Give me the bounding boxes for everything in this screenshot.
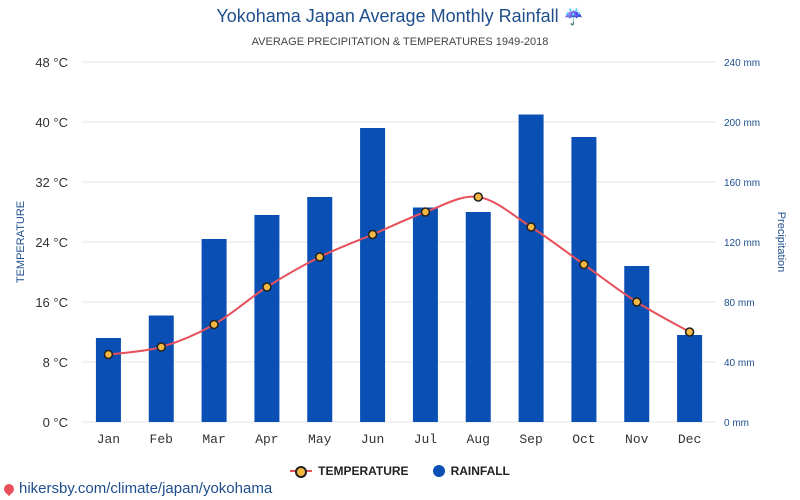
temperature-point (262, 282, 272, 292)
location-pin-icon (1, 481, 17, 496)
temperature-point (631, 297, 642, 307)
left-axis-title: TEMPERATURE (15, 201, 27, 283)
legend-temperature-label: TEMPERATURE (318, 464, 409, 478)
right-tick-label: 80 mm (724, 298, 755, 309)
x-tick-label: Dec (678, 432, 701, 447)
x-tick-label: Nov (625, 432, 649, 447)
left-tick-label: 0 °C (43, 415, 68, 430)
x-tick-label: Feb (150, 432, 173, 447)
x-tick-label: Aug (467, 432, 490, 447)
right-tick-label: 240 mm (724, 58, 760, 69)
rainfall-bar (465, 212, 491, 422)
left-tick-label: 24 °C (35, 235, 68, 250)
x-tick-label: Jul (414, 432, 438, 447)
umbrella-icon: ☔ (563, 9, 584, 26)
temperature-point (420, 207, 431, 217)
rainfall-bar (518, 114, 544, 422)
left-tick-label: 48 °C (35, 55, 68, 70)
temperature-point (684, 327, 695, 337)
rainfall-bar (307, 197, 333, 422)
right-tick-label: 120 mm (724, 238, 760, 249)
x-tick-label: Jan (97, 432, 120, 447)
chart-title-text: Yokohama Japan Average Monthly Rainfall (216, 6, 559, 26)
temperature-point (156, 342, 167, 352)
right-axis-title: Precipitation (775, 212, 787, 273)
x-tick-label: Jun (361, 432, 384, 447)
temperature-point (579, 259, 589, 270)
temperature-point (314, 252, 325, 262)
temperature-point (209, 319, 219, 330)
rainfall-temperature-chart: 0 °C 8 °C 16 °C 24 °C 32 °C 40 °C 48 °C 0 mm 40 … (15, 55, 787, 447)
left-tick-label: 8 °C (43, 355, 68, 370)
legend-rainfall-label: RAINFALL (450, 464, 510, 478)
rainfall-bar (148, 315, 174, 422)
rainfall-bar (201, 239, 227, 422)
x-tick-label: Apr (255, 432, 278, 447)
temperature-point (103, 349, 114, 360)
x-tick-label: May (308, 432, 332, 447)
temperature-point (473, 192, 484, 202)
temperature-point (526, 222, 536, 232)
rainfall-bar (360, 128, 386, 422)
left-tick-label: 40 °C (35, 115, 68, 130)
rainfall-bar (677, 335, 703, 422)
rainfall-marker-icon (432, 465, 445, 477)
legend-rainfall[interactable]: RAINFALL (432, 464, 510, 478)
source-link[interactable]: hikersby.com/climate/japan/yokohama (1, 480, 273, 497)
x-tick-label: Sep (519, 432, 542, 447)
source-link-text[interactable]: hikersby.com/climate/japan/yokohama (19, 480, 273, 497)
x-tick-label: Mar (202, 432, 225, 447)
left-tick-label: 32 °C (35, 175, 68, 190)
rainfall-bar (624, 266, 650, 422)
x-tick-label: Oct (572, 432, 595, 447)
right-tick-label: 200 mm (724, 118, 760, 129)
chart-subtitle: AVERAGE PRECIPITATION & TEMPERATURES 194… (251, 36, 549, 48)
temperature-point (367, 229, 378, 240)
right-tick-label: 0 mm (724, 418, 749, 429)
temperature-line (108, 195, 691, 356)
legend-temperature[interactable]: TEMPERATURE (290, 464, 409, 478)
left-tick-label: 16 °C (35, 295, 68, 310)
chart-legend: TEMPERATURE RAINFALL (0, 464, 800, 478)
rainfall-bar (412, 207, 438, 422)
right-tick-label: 160 mm (724, 178, 760, 189)
right-tick-label: 40 mm (724, 358, 755, 369)
rainfall-bar (571, 137, 597, 422)
rainfall-bar (254, 215, 280, 422)
temperature-marker-icon (290, 465, 313, 478)
chart-title: Yokohama Japan Average Monthly Rainfall … (0, 6, 800, 27)
